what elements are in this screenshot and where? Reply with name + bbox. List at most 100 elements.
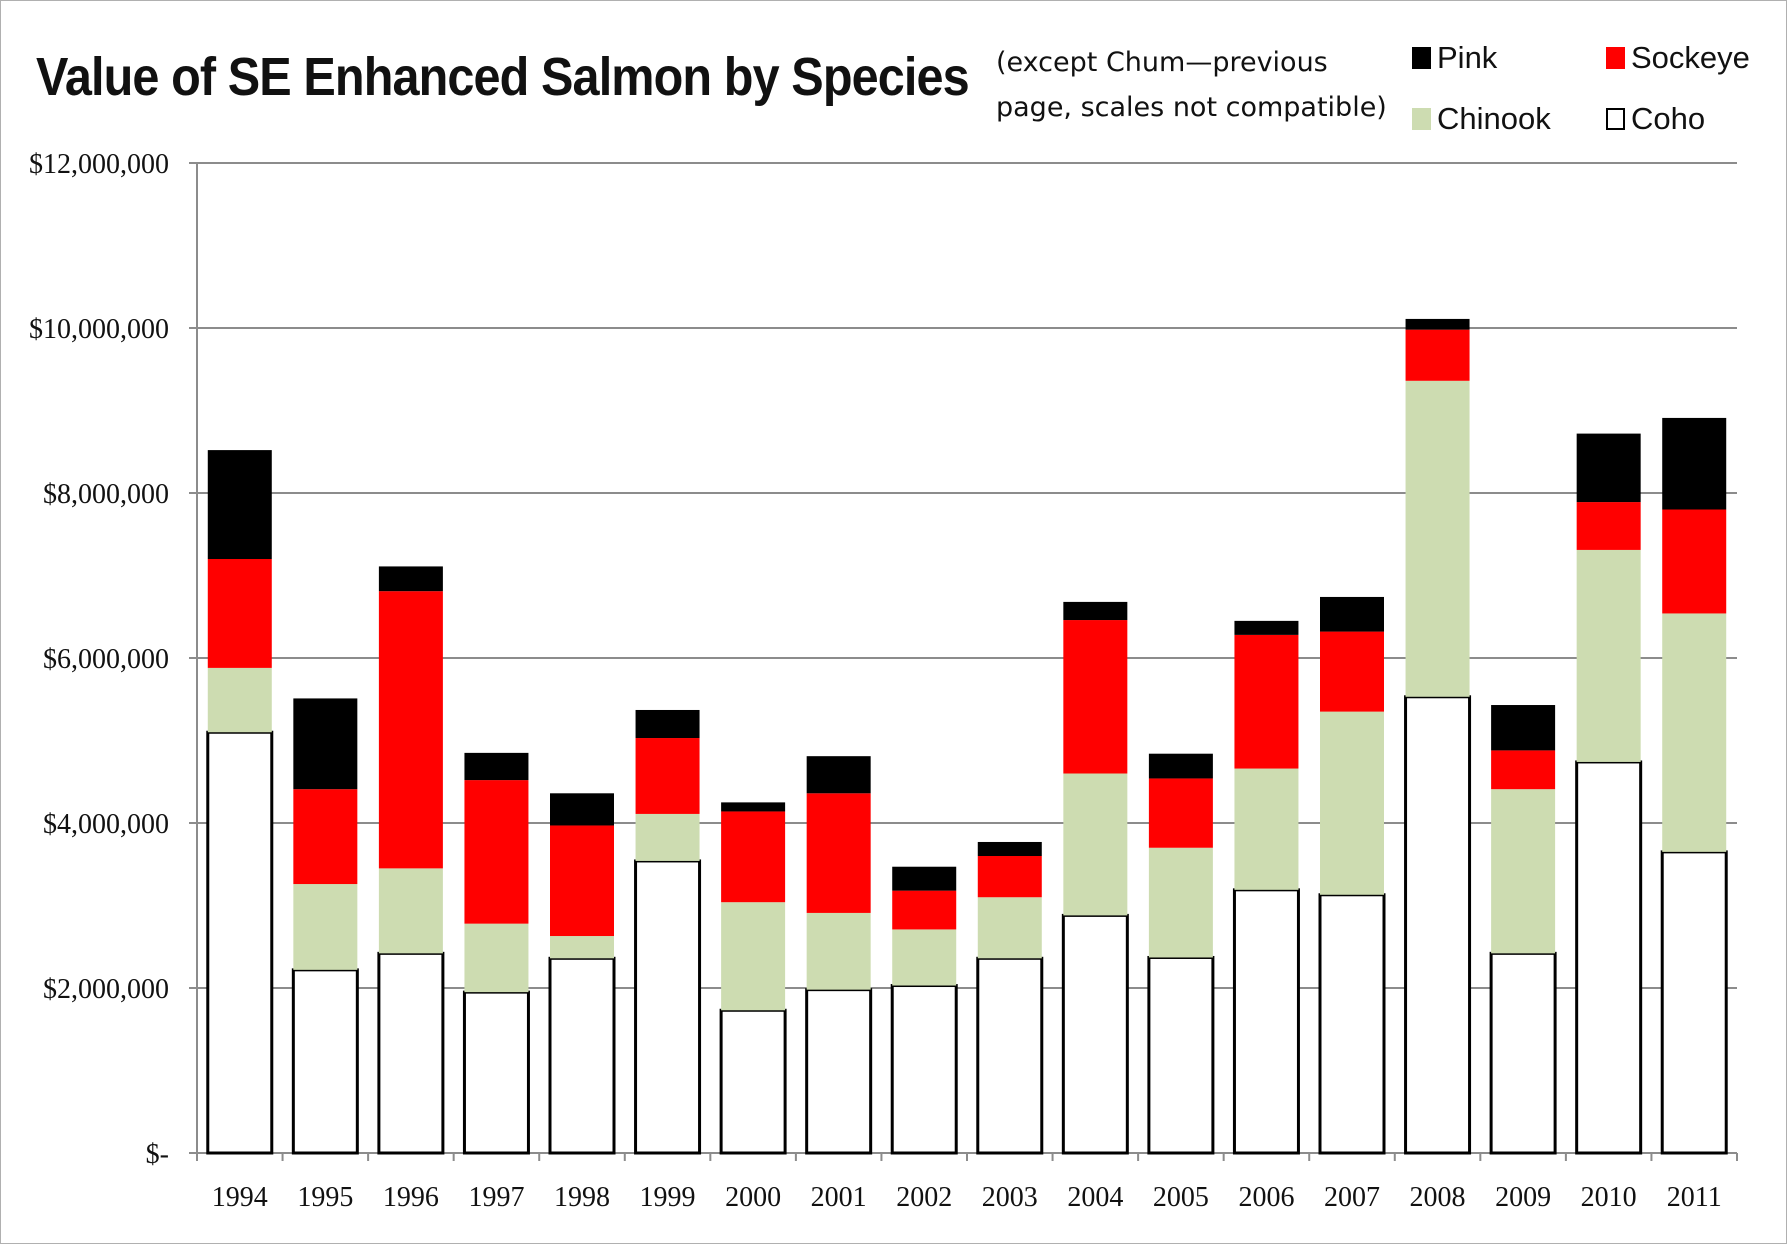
bar-segment-pink	[550, 793, 614, 826]
bar-segment-sockeye	[1491, 750, 1556, 790]
bar-segment-pink	[892, 866, 957, 891]
bar-segment-chinook	[635, 813, 700, 861]
x-tick-label: 2004	[1067, 1182, 1123, 1213]
bar-segment-chinook	[1063, 773, 1128, 916]
bar-segment-coho	[1061, 913, 1129, 1155]
bar-segment-sockeye	[293, 789, 358, 885]
bar-segment-sockeye	[1320, 631, 1384, 712]
bar-segment-coho	[291, 968, 359, 1155]
x-tick-label: 2006	[1238, 1182, 1294, 1213]
legend-label-pink: Pink	[1437, 40, 1498, 75]
legend-label-chinook: Chinook	[1437, 101, 1551, 136]
x-tick-label: 2002	[896, 1182, 952, 1213]
bar-segment-coho	[1575, 760, 1643, 1155]
bar-segment-coho	[548, 956, 616, 1155]
y-tick-label: $4,000,000	[43, 809, 169, 840]
bar-segment-chinook	[1491, 789, 1556, 954]
bar-segment-chinook	[1148, 847, 1213, 958]
bar-segment-chinook	[806, 912, 871, 990]
bar-segment-sockeye	[1576, 502, 1641, 550]
bar-segment-sockeye	[1148, 778, 1213, 848]
legend-item-chinook: Chinook	[1412, 101, 1551, 137]
bar-segment-pink	[1063, 601, 1128, 621]
bar-segment-chinook	[1320, 711, 1384, 895]
bar-segment-sockeye	[1063, 620, 1128, 774]
bar-segment-chinook	[293, 884, 358, 970]
bar-segment-chinook	[721, 902, 786, 1011]
bar-segment-sockeye	[464, 780, 529, 924]
annotation-line-2: page, scales not compatible)	[996, 92, 1387, 123]
x-tick-label: 1997	[468, 1182, 524, 1213]
x-tick-label: 1999	[640, 1182, 696, 1213]
bar-segment-coho	[1404, 695, 1472, 1155]
bar-segment-sockeye	[378, 591, 443, 869]
bar-segment-pink	[721, 802, 786, 812]
bar-segment-pink	[1405, 318, 1470, 330]
y-tick-label: $6,000,000	[43, 644, 169, 675]
bar-segment-chinook	[550, 936, 614, 959]
bar-segment-pink	[1491, 705, 1556, 751]
bar-segment-sockeye	[721, 811, 786, 903]
bar-segment-coho	[1489, 951, 1557, 1155]
bar-segment-pink	[207, 450, 272, 559]
x-tick-label: 2009	[1495, 1182, 1551, 1213]
bar-segment-coho	[1660, 850, 1728, 1155]
bar-segment-sockeye	[892, 890, 957, 930]
bar-segment-chinook	[892, 929, 957, 986]
x-tick-label: 2008	[1410, 1182, 1466, 1213]
bar-segment-pink	[378, 566, 443, 592]
bar-segment-coho	[634, 859, 702, 1155]
chart-annotation: (except Chum—previous page, scales not c…	[996, 40, 1387, 130]
x-tick-label: 2000	[725, 1182, 781, 1213]
annotation-line-1: (except Chum—previous	[996, 47, 1328, 78]
bar-segment-coho	[1232, 888, 1300, 1155]
y-tick-label: $8,000,000	[43, 479, 169, 510]
y-tick-label: $2,000,000	[43, 974, 169, 1005]
bar-segment-sockeye	[806, 793, 871, 913]
x-tick-label: 1996	[383, 1182, 439, 1213]
x-tick-label: 1994	[212, 1182, 268, 1213]
x-tick-label: 2011	[1667, 1182, 1722, 1213]
bar-segment-chinook	[1234, 768, 1299, 890]
x-tick-label: 2001	[811, 1182, 867, 1213]
bar-segment-chinook	[1405, 380, 1470, 697]
bar-segment-sockeye	[550, 825, 614, 937]
bar-segment-pink	[806, 756, 871, 794]
bar-segment-coho	[1318, 893, 1386, 1155]
bar-segment-sockeye	[1234, 634, 1299, 769]
bar-segment-pink	[1662, 417, 1727, 510]
legend-item-coho: Coho	[1606, 101, 1705, 137]
legend-item-sockeye: Sockeye	[1606, 40, 1750, 76]
bar-segment-chinook	[1662, 613, 1727, 852]
bar-segment-pink	[1234, 620, 1299, 635]
legend-swatch-sockeye	[1606, 47, 1625, 69]
bar-segment-coho	[1147, 955, 1215, 1155]
bar-segment-pink	[977, 841, 1042, 856]
legend-swatch-chinook	[1412, 108, 1431, 130]
x-tick-label: 2003	[982, 1182, 1038, 1213]
bar-segment-pink	[293, 698, 358, 790]
bar-segment-sockeye	[977, 856, 1042, 898]
x-tick-label: 2005	[1153, 1182, 1209, 1213]
bar-segment-chinook	[464, 923, 529, 993]
x-tick-label: 2007	[1324, 1182, 1380, 1213]
bar-segment-sockeye	[1405, 329, 1470, 381]
legend-label-coho: Coho	[1631, 101, 1706, 136]
x-tick-label: 2010	[1581, 1182, 1637, 1213]
y-tick-label: $10,000,000	[29, 314, 169, 345]
bar-segment-pink	[1576, 433, 1641, 503]
y-tick-label: $-	[146, 1139, 169, 1170]
legend-label-sockeye: Sockeye	[1631, 40, 1750, 75]
bar-segment-coho	[462, 990, 530, 1155]
bar-segment-sockeye	[207, 559, 272, 668]
x-tick-label: 1998	[554, 1182, 610, 1213]
bar-segment-chinook	[207, 667, 272, 733]
bar-segment-sockeye	[1662, 509, 1727, 614]
bar-segment-chinook	[1576, 549, 1641, 762]
legend-item-pink: Pink	[1412, 40, 1497, 76]
legend-swatch-pink	[1412, 47, 1431, 69]
bar-segment-sockeye	[635, 738, 700, 814]
x-tick-label: 1995	[297, 1182, 353, 1213]
